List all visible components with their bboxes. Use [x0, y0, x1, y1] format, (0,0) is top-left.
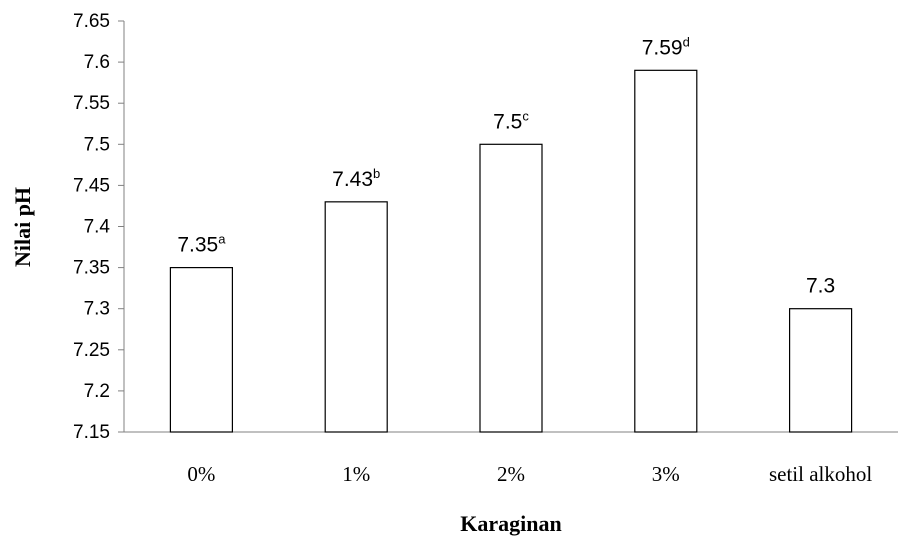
y-tick-label: 7.15 — [73, 422, 110, 443]
bar — [479, 143, 543, 433]
y-tick-label: 7.6 — [84, 52, 110, 73]
bars — [169, 69, 853, 433]
bar — [324, 201, 388, 433]
data-labels: 7.35a 7.43b 7.5c 7.59d 7.3 — [177, 34, 835, 297]
x-tick-label: setil alkohol — [769, 462, 872, 486]
data-label-value: 7.59 — [642, 36, 683, 59]
x-tick-label: 3% — [652, 462, 680, 486]
data-label: 7.43b — [332, 166, 380, 191]
data-label-superscript: d — [683, 34, 690, 49]
bar — [788, 308, 853, 433]
data-label-value: 7.5 — [493, 110, 522, 133]
y-tick-label: 7.5 — [84, 134, 110, 155]
data-label-superscript: a — [218, 232, 226, 247]
y-tick-label: 7.45 — [73, 175, 110, 196]
y-tick-label: 7.55 — [73, 93, 110, 114]
data-label: 7.3 — [806, 275, 835, 298]
y-axis-title: Nilai pH — [10, 187, 35, 267]
y-tick-label: 7.35 — [73, 258, 110, 279]
data-label: 7.35a — [177, 232, 226, 257]
y-tick-label: 7.25 — [73, 340, 110, 361]
x-tick-label: 0% — [187, 462, 215, 486]
data-label: 7.5c — [493, 108, 529, 133]
y-tick-label: 7.2 — [84, 381, 110, 402]
y-tick-label: 7.4 — [84, 217, 111, 238]
data-label: 7.59d — [642, 34, 690, 59]
x-axis-title: Karaginan — [460, 511, 561, 536]
data-label-value: 7.3 — [806, 275, 835, 298]
data-label-value: 7.35 — [177, 234, 218, 257]
bar — [169, 267, 233, 433]
y-tick-label: 7.65 — [73, 11, 110, 32]
y-tick-label: 7.3 — [84, 299, 110, 320]
x-tick-label: 2% — [497, 462, 525, 486]
data-label-superscript: b — [373, 166, 380, 181]
bar — [634, 69, 698, 433]
y-axis: 7.15 7.2 7.25 7.3 7.35 7.4 7.45 7.5 7.55 7.6 7.65 — [73, 11, 125, 443]
x-tick-label: 1% — [342, 462, 370, 486]
data-label-superscript: c — [522, 108, 529, 123]
data-label-value: 7.43 — [332, 168, 373, 191]
x-axis: 0% 1% 2% 3% setil alkohol — [124, 431, 898, 486]
